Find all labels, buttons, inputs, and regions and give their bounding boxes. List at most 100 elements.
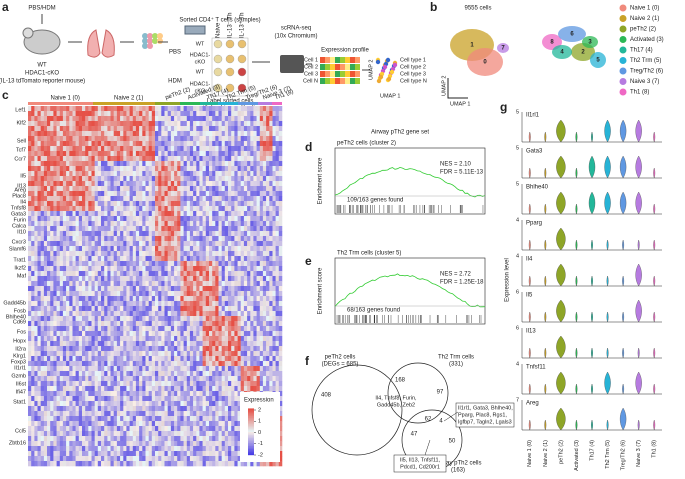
- heatmap-cell: [88, 191, 92, 197]
- heatmap-cell: [116, 396, 121, 402]
- heatmap-cell: [148, 111, 153, 117]
- heatmap-cell: [199, 166, 203, 172]
- heatmap-cell: [28, 176, 32, 182]
- heatmap-cell: [266, 341, 270, 347]
- heatmap-cell: [56, 291, 61, 297]
- heatmap-cell: [158, 226, 162, 232]
- label: (IL-13 tdTomato reporter mouse): [0, 79, 85, 85]
- heatmap-cell: [256, 271, 261, 277]
- heatmap-cell: [164, 206, 168, 212]
- heatmap-cell: [161, 266, 165, 272]
- heatmap-cell: [215, 111, 219, 117]
- heatmap-cell: [107, 176, 111, 182]
- heatmap-cell: [148, 221, 153, 227]
- heatmap-cell: [205, 281, 210, 287]
- heatmap-cell: [132, 361, 137, 367]
- heatmap-cell: [135, 401, 140, 407]
- label: Expression profile: [321, 48, 369, 54]
- heatmap-cell: [266, 251, 270, 257]
- heatmap-cell: [31, 136, 35, 142]
- heatmap-cell: [107, 276, 111, 282]
- heatmap-cell: [262, 231, 267, 237]
- heatmap-cell: [129, 361, 134, 367]
- heatmap-cell: [145, 191, 149, 197]
- heatmap-cell: [256, 291, 261, 297]
- heatmap-cell: [196, 336, 200, 342]
- heatmap-cell: [82, 186, 86, 192]
- heatmap-cell: [167, 361, 172, 367]
- heatmap-cell: [43, 286, 48, 292]
- heatmap-cell: [183, 111, 188, 117]
- heatmap-cell: [170, 376, 175, 382]
- heatmap-cell: [177, 106, 181, 112]
- heatmap-cell: [43, 331, 48, 337]
- heatmap-cell: [278, 146, 283, 152]
- heatmap-cell: [129, 371, 134, 377]
- heatmap-cell: [228, 156, 232, 162]
- heatmap-cell: [72, 391, 76, 397]
- heatmap-cell: [262, 111, 267, 117]
- heatmap-cell: [231, 276, 235, 282]
- heatmap-cell: [37, 256, 41, 262]
- heatmap-cell: [275, 381, 280, 387]
- heatmap-cell: [275, 181, 280, 187]
- heatmap-cell: [85, 286, 89, 292]
- heatmap-cell: [85, 211, 89, 217]
- heatmap-cell: [107, 241, 111, 247]
- heatmap-cell: [82, 166, 86, 172]
- heatmap-cell: [161, 381, 165, 387]
- heatmap-cell: [123, 291, 127, 297]
- heatmap-cell: [132, 396, 137, 402]
- heatmap-cell: [234, 241, 238, 247]
- heatmap-cell: [253, 151, 257, 157]
- heatmap-cell: [94, 311, 99, 317]
- heatmap-cell: [91, 246, 95, 252]
- heatmap-cell: [132, 246, 137, 252]
- heatmap-cell: [180, 166, 184, 172]
- heatmap-cell: [231, 261, 235, 267]
- heatmap-cell: [148, 261, 153, 267]
- heatmap-cell: [101, 121, 105, 127]
- heatmap-cell: [110, 286, 114, 292]
- heatmap-cell: [155, 271, 159, 277]
- heatmap-cell: [158, 181, 162, 187]
- heatmap-cell: [180, 206, 184, 212]
- heatmap-cell: [62, 396, 67, 402]
- heatmap-cell: [40, 311, 45, 317]
- heatmap-cell: [278, 111, 283, 117]
- heatmap-cell: [174, 131, 178, 137]
- heatmap-cell: [224, 351, 229, 357]
- heatmap-cell: [75, 231, 80, 237]
- heatmap-cell: [209, 266, 213, 272]
- heatmap-cell: [34, 191, 38, 197]
- heatmap-cell: [180, 256, 184, 262]
- heatmap-cell: [40, 166, 45, 172]
- heatmap-cell: [107, 391, 111, 397]
- heatmap-cell: [180, 156, 184, 162]
- heatmap-cell: [170, 301, 175, 307]
- umap-dot: [376, 78, 382, 84]
- heatmap-cell: [272, 366, 276, 372]
- heatmap-cell: [104, 256, 108, 262]
- heatmap-cell: [155, 146, 159, 152]
- heatmap-cell: [193, 171, 197, 177]
- heatmap-cell: [126, 366, 130, 372]
- heatmap-cell: [151, 296, 156, 302]
- heatmap-cell: [240, 106, 245, 112]
- heatmap-cell: [209, 386, 213, 392]
- profile-cell: [340, 71, 345, 77]
- heatmap-cell: [43, 166, 48, 172]
- heatmap-cell: [189, 141, 194, 147]
- heatmap-cell: [275, 261, 280, 267]
- heatmap-cell: [123, 336, 127, 342]
- heatmap-cell: [75, 136, 80, 142]
- heatmap-cell: [240, 306, 245, 312]
- heatmap-cell: [183, 306, 188, 312]
- heatmap-cell: [107, 111, 111, 117]
- heatmap-cell: [94, 396, 99, 402]
- heatmap-cell: [139, 171, 143, 177]
- heatmap-cell: [237, 136, 242, 142]
- heatmap-cell: [193, 221, 197, 227]
- heatmap-cell: [72, 136, 76, 142]
- heatmap-cell: [209, 176, 213, 182]
